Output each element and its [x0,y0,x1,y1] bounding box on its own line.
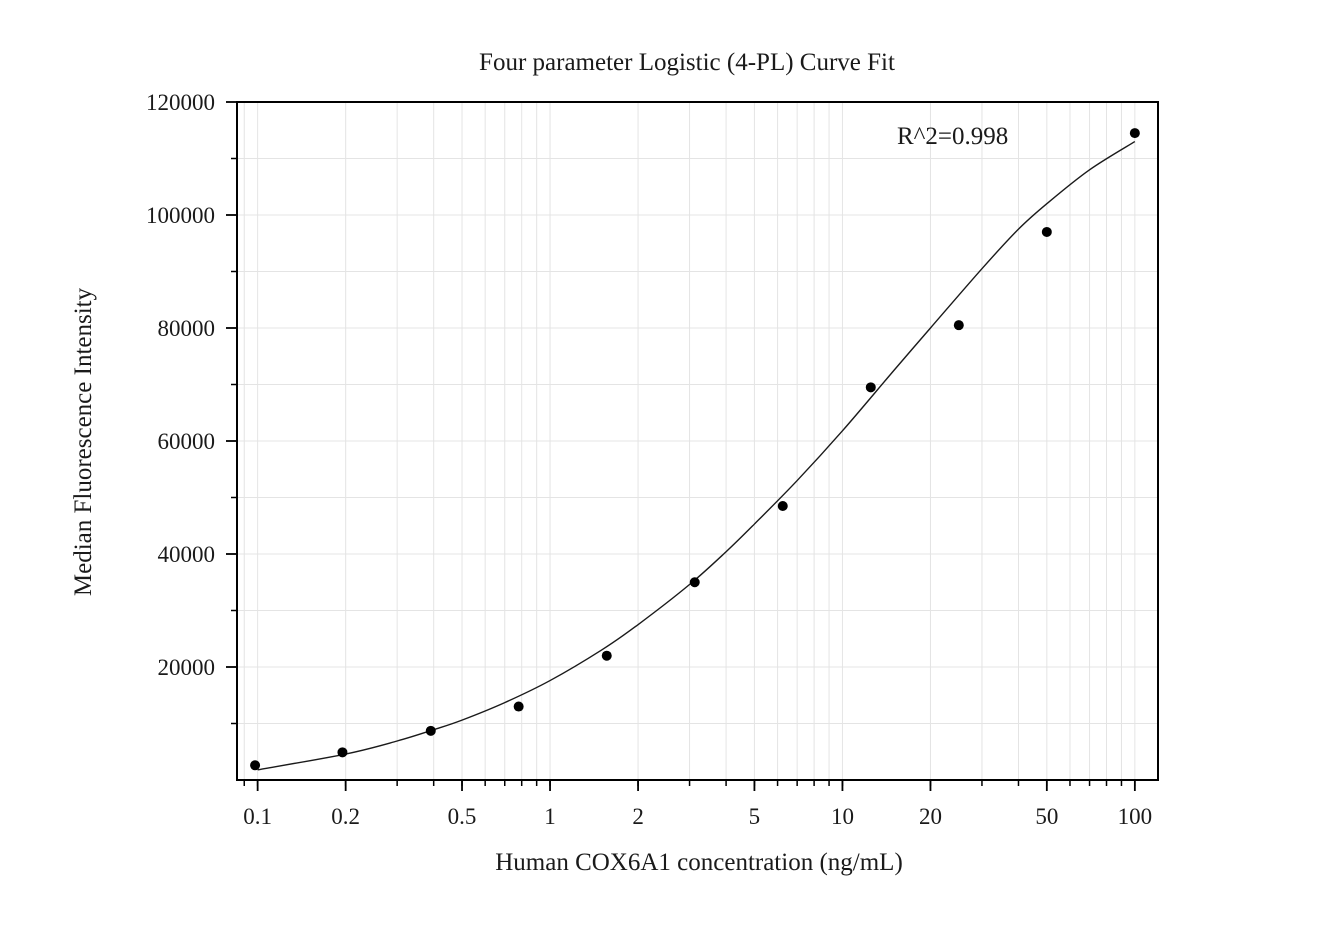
data-point [777,500,788,511]
x-tick-label: 0.2 [331,804,360,829]
x-tick-label: 20 [919,804,942,829]
y-tick-label: 40000 [158,542,216,567]
x-tick-label: 100 [1118,804,1153,829]
grid [237,102,1158,780]
chart-title: Four parameter Logistic (4-PL) Curve Fit [479,49,895,76]
x-tick-label: 50 [1035,804,1058,829]
y-tick-label: 60000 [158,429,216,454]
x-tick-label: 2 [632,804,644,829]
data-points [250,128,1140,771]
r-squared-annotation: R^2=0.998 [897,123,1008,150]
data-point [953,320,964,331]
data-point [601,650,612,661]
data-point [1041,226,1052,237]
data-point [865,382,876,393]
data-point [689,577,700,588]
axes: 0.1 0.2 0.5 1 2 5 10 20 50 100 20000 40000 60000 8000… [146,90,1159,829]
data-point [250,760,261,771]
data-point [513,701,524,712]
data-point [1129,128,1140,139]
y-tick-label: 120000 [146,90,215,115]
x-tick-label: 5 [749,804,761,829]
x-tick-label: 1 [544,804,556,829]
fit-curve-line [257,140,1136,771]
y-tick-label: 100000 [146,203,215,228]
x-tick-label: 0.5 [448,804,477,829]
labels: Four parameter Logistic (4-PL) Curve Fit… [70,49,1008,876]
x-axis-label: Human COX6A1 concentration (ng/mL) [495,849,903,876]
fit-curve [257,140,1136,771]
y-axis-label: Median Fluorescence Intensity [70,287,97,596]
y-tick-label: 80000 [158,316,216,341]
data-point [425,725,436,736]
x-tick-label: 10 [831,804,854,829]
y-tick-label: 20000 [158,655,216,680]
data-point [337,747,348,758]
x-tick-label: 0.1 [243,804,272,829]
